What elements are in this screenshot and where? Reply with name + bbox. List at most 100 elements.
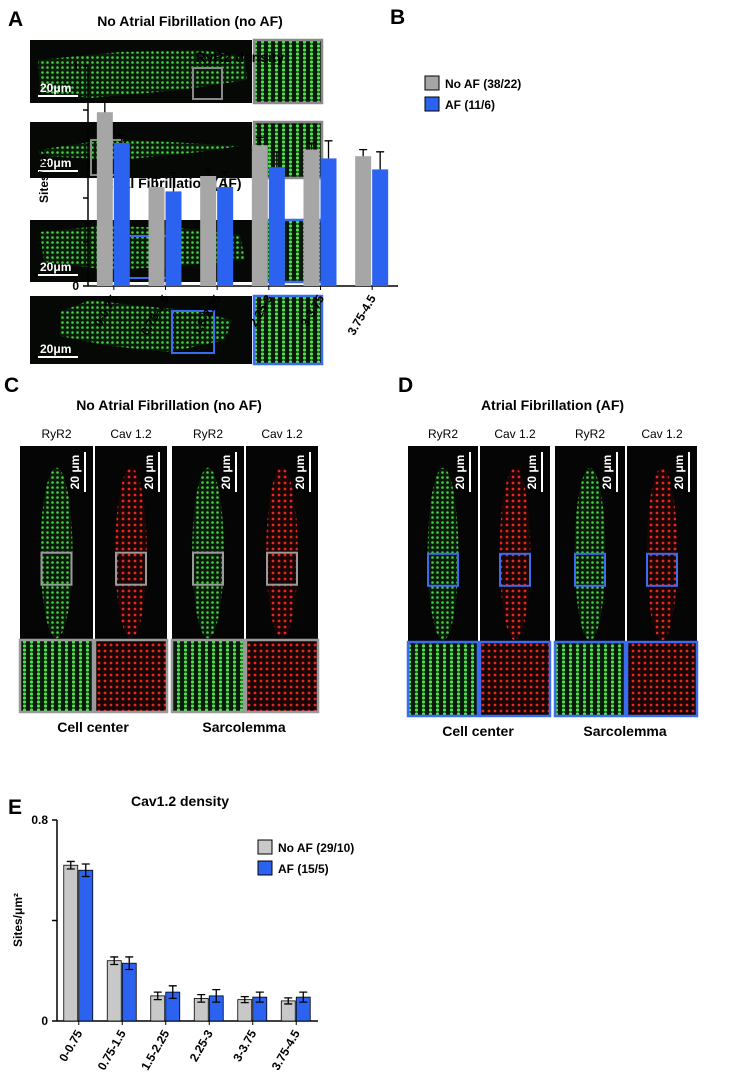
roi-box <box>427 552 459 587</box>
error-bar <box>169 172 178 192</box>
y-tick-label: 0.8 <box>31 813 48 827</box>
error-bar <box>284 997 293 1005</box>
panel-title: No Atrial Fibrillation (no AF) <box>97 13 283 29</box>
y-tick-label: 0 <box>72 279 79 293</box>
panel-title: No Atrial Fibrillation (no AF) <box>76 397 262 413</box>
error-bar <box>81 863 90 878</box>
y-axis-label: Sites/μm² <box>11 893 25 947</box>
legend-swatch <box>257 839 273 855</box>
bar <box>165 191 182 286</box>
legend-label: AF (15/5) <box>278 862 329 876</box>
error-bar <box>152 177 161 187</box>
error-bar <box>240 995 249 1004</box>
roi-box <box>266 551 298 586</box>
scale-bar-label: 20 μm <box>68 455 82 490</box>
error-bar <box>307 142 316 150</box>
bar <box>320 158 337 286</box>
x-tick-label: 0.75-1.5 <box>95 1027 129 1072</box>
y-tick-label: 1 <box>72 59 79 73</box>
bar <box>148 187 165 286</box>
error-bar <box>197 993 206 1003</box>
column-label: RyR2 <box>193 427 223 441</box>
column-label: RyR2 <box>575 427 605 441</box>
error-bar <box>272 151 281 168</box>
error-bar <box>168 985 177 1000</box>
cell <box>38 50 247 98</box>
chart-title: RyR2 density <box>196 49 285 65</box>
roi-box <box>192 67 223 100</box>
error-bar <box>66 860 75 870</box>
bar <box>303 149 320 286</box>
bar <box>372 169 389 286</box>
bar <box>121 962 137 1022</box>
legend-label: AF (11/6) <box>445 98 495 112</box>
panel-label: B <box>390 6 405 29</box>
error-bar <box>324 140 333 159</box>
roi-box <box>192 551 224 586</box>
scale-bar-label: 20 μm <box>219 455 233 490</box>
roi-box <box>40 551 73 586</box>
inset <box>170 638 246 714</box>
scale-bar-label: 20μm <box>40 156 71 170</box>
chart-title: Cav1.2 density <box>131 793 229 809</box>
error-bar <box>255 991 264 1003</box>
inset <box>478 640 552 718</box>
bar <box>251 145 268 286</box>
legend-label: No AF (29/10) <box>278 841 354 855</box>
error-bar <box>299 991 308 1003</box>
scale-bar-label: 20 μm <box>453 455 467 490</box>
inset <box>406 640 480 718</box>
legend-label: No AF (38/22) <box>445 77 521 91</box>
scale-bar-label: 20 μm <box>600 455 614 490</box>
region-label: Cell center <box>442 723 514 739</box>
panel-label: D <box>398 374 413 397</box>
legend-swatch <box>424 75 440 91</box>
column-label: Cav 1.2 <box>494 427 536 441</box>
roi-box <box>499 552 531 587</box>
inset <box>553 640 627 718</box>
region-label: Sarcolemma <box>583 723 666 739</box>
bar <box>96 112 113 286</box>
error-bar <box>255 136 264 146</box>
bar <box>106 960 122 1022</box>
roi-box <box>574 552 606 587</box>
scale-bar-label: 20 μm <box>293 455 307 490</box>
error-bar <box>212 988 221 1003</box>
inset <box>252 38 324 105</box>
error-bar <box>359 148 368 157</box>
error-bar <box>100 100 109 113</box>
inset <box>93 638 169 714</box>
cell <box>60 300 232 352</box>
inset <box>625 640 699 718</box>
x-tick-label: 3-3.75 <box>230 1027 259 1064</box>
error-bar <box>110 956 119 966</box>
scale-bar-label: 20 μm <box>672 455 686 490</box>
inset <box>252 294 324 366</box>
legend-swatch <box>424 96 440 112</box>
bar <box>355 156 372 286</box>
inset <box>244 638 320 714</box>
scale-bar-label: 20μm <box>40 81 71 95</box>
region-label: Cell center <box>57 719 129 735</box>
cell <box>40 226 245 270</box>
region-label: Sarcolemma <box>202 719 285 735</box>
column-label: Cav 1.2 <box>261 427 303 441</box>
scale-bar-label: 20μm <box>40 342 71 356</box>
bar <box>78 869 94 1022</box>
x-tick-label: 2.25-3 <box>187 1027 216 1064</box>
column-label: Cav 1.2 <box>110 427 152 441</box>
error-bar <box>125 956 134 971</box>
x-tick-label: 3.75-4.5 <box>269 1027 303 1072</box>
scale-bar-label: 20μm <box>40 260 71 274</box>
y-tick-label: 0 <box>41 1014 48 1028</box>
legend-swatch <box>257 860 273 876</box>
error-bar <box>221 170 230 187</box>
bar <box>268 167 285 286</box>
error-bar <box>376 151 385 170</box>
scale-bar-label: 20 μm <box>525 455 539 490</box>
roi-box <box>646 552 678 587</box>
error-bar <box>204 168 213 176</box>
column-label: RyR2 <box>41 427 71 441</box>
